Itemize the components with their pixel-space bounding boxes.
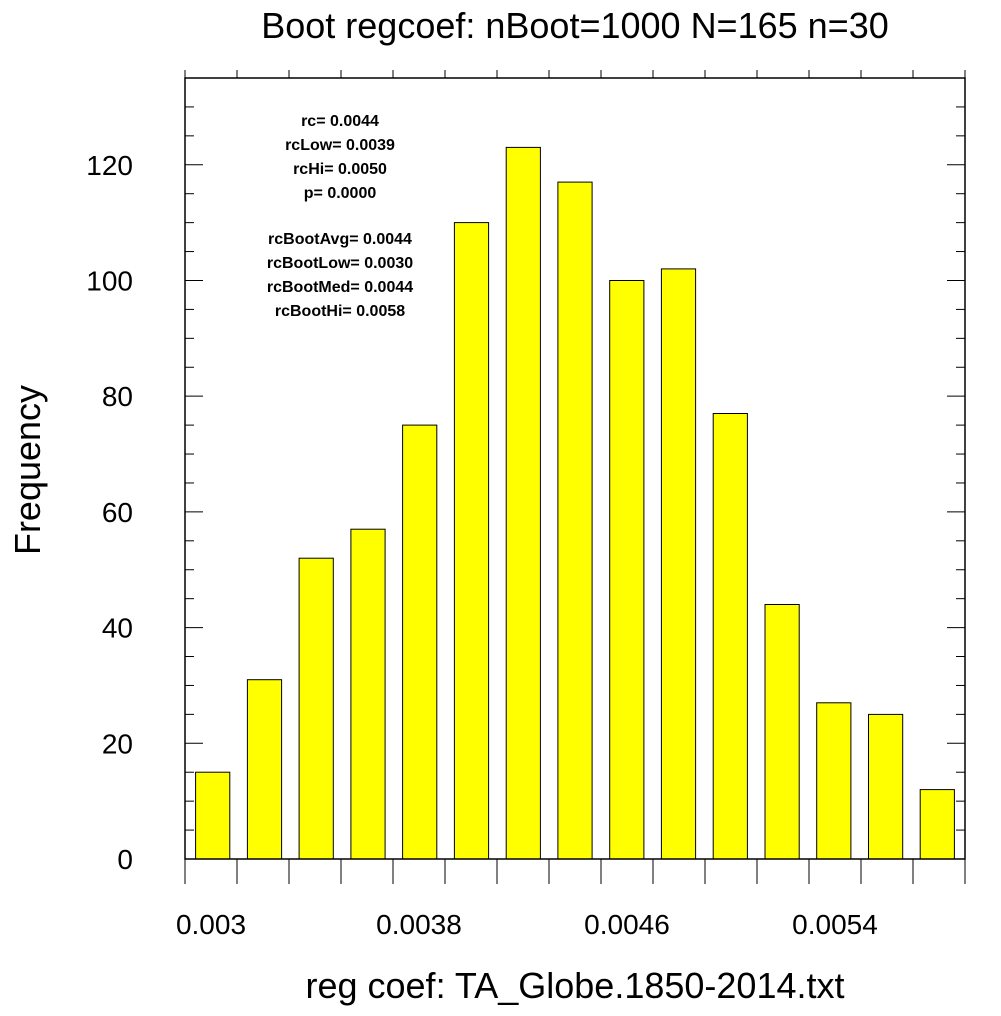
bar [816, 702, 852, 860]
bar [453, 222, 490, 860]
bar [402, 424, 438, 860]
y-tick-labels: 0 20 40 60 80 100 120 [86, 150, 133, 875]
stats-annotation-group-1: rc= 0.0044 rcLow= 0.0039 rcHi= 0.0050 p= 0.… [285, 113, 395, 202]
plot-frame [184, 77, 966, 860]
stats-annotation-group-2: rcBootAvg= 0.0044 rcBootLow= 0.0030 rcBoot… [267, 231, 413, 320]
bar [350, 528, 386, 860]
bar [919, 789, 955, 860]
bar [712, 413, 748, 860]
bar [609, 280, 645, 860]
stat-annotation: rc= 0.0044 [301, 113, 379, 130]
stat-annotation: rcHi= 0.0050 [293, 161, 387, 178]
bar [246, 679, 283, 860]
stat-annotation: rcBootMed= 0.0044 [267, 279, 413, 296]
y-tick-label: 20 [102, 728, 133, 759]
bar [505, 146, 541, 860]
stat-annotation: rcLow= 0.0039 [285, 137, 395, 154]
y-tick-label: 60 [102, 497, 133, 528]
x-axis-title: reg coef: TA_Globe.1850-2014.txt [305, 965, 844, 1006]
bars-group [195, 146, 955, 860]
y-axis-title: Frequency [7, 385, 48, 555]
stat-annotation: rcBootLow= 0.0030 [267, 255, 413, 272]
y-tick-label: 0 [117, 844, 133, 875]
bar [660, 268, 697, 860]
bar [557, 181, 593, 860]
x-tick-label: 0.0038 [376, 909, 462, 940]
stat-annotation: p= 0.0000 [304, 185, 377, 202]
x-tick-label: 0.0054 [792, 909, 878, 940]
stat-annotation: rcBootHi= 0.0058 [275, 303, 405, 320]
x-tick-label: 0.003 [176, 909, 246, 940]
y-tick-label: 120 [86, 150, 133, 181]
bar [195, 771, 231, 860]
stat-annotation: rcBootAvg= 0.0044 [268, 231, 412, 248]
bar [764, 604, 800, 860]
y-tick-label: 40 [102, 613, 133, 644]
bar [298, 557, 334, 860]
bar [868, 713, 904, 860]
y-tick-label: 100 [86, 265, 133, 296]
y-tick-label: 80 [102, 381, 133, 412]
x-tick-label: 0.0046 [584, 909, 670, 940]
chart-title: Boot regcoef: nBoot=1000 N=165 n=30 [261, 5, 889, 46]
x-tick-labels: 0.003 0.0038 0.0046 0.0054 [176, 909, 878, 940]
